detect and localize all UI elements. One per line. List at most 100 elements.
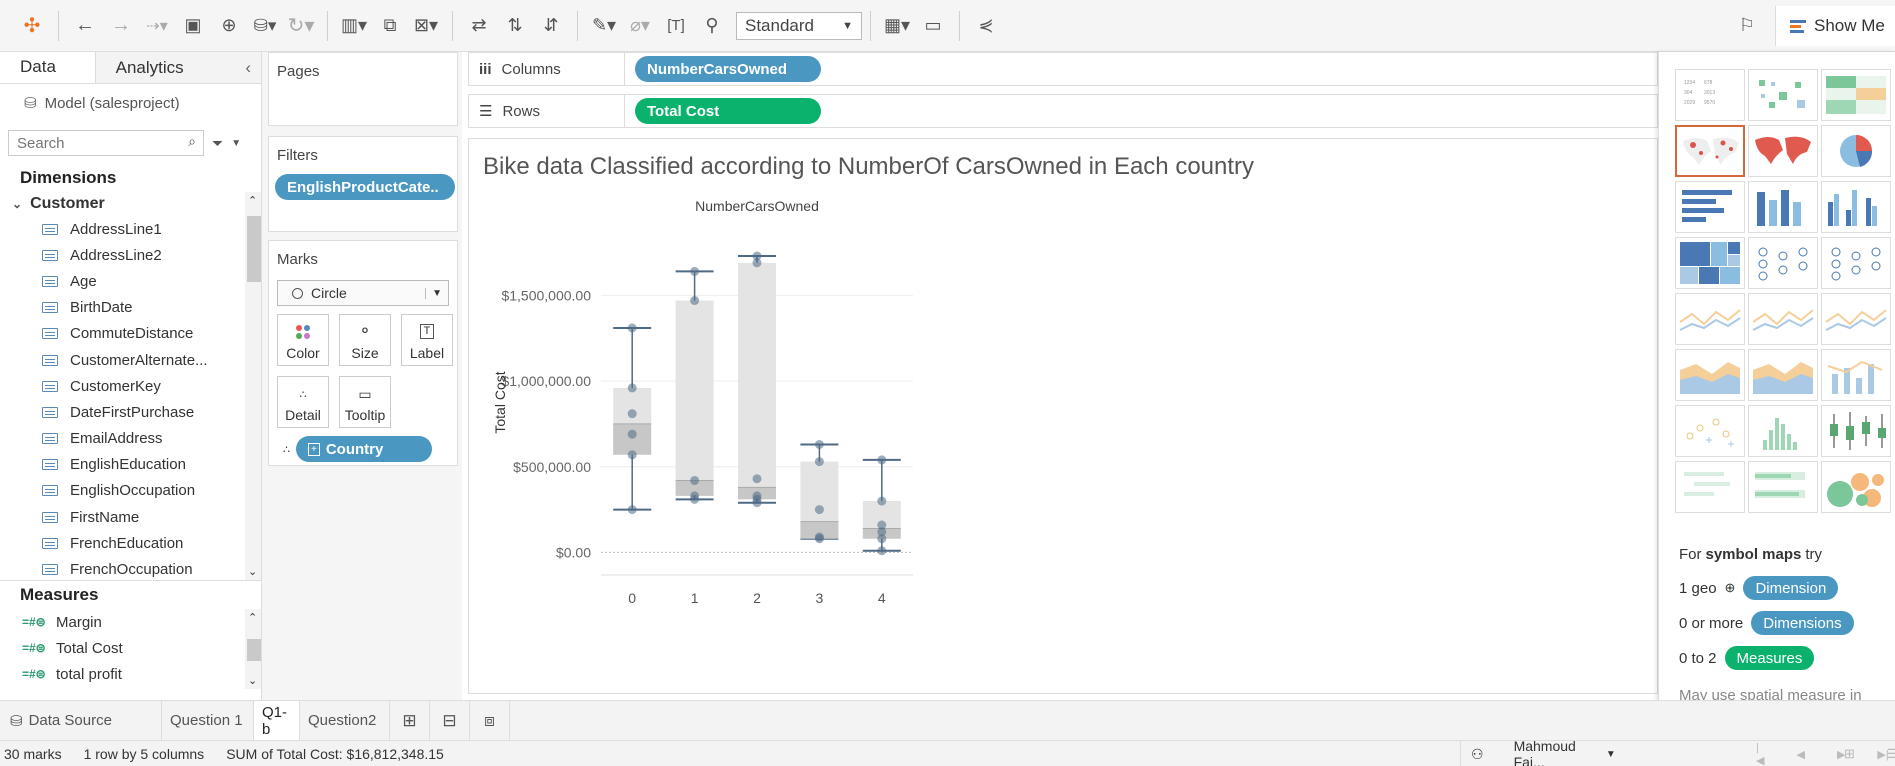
measures-scrollbar[interactable]: ⌃ ⌄ [245, 609, 261, 689]
first-sheet-icon[interactable]: |◀ [1756, 741, 1765, 766]
show-me-button[interactable]: Show Me [1775, 6, 1895, 46]
tooltip-button[interactable]: ▭ Tooltip [339, 376, 391, 428]
menu-chevron-icon[interactable]: ▼ [231, 137, 242, 149]
chart-type-packed-bubbles[interactable] [1821, 461, 1891, 513]
scroll-thumb[interactable] [247, 639, 261, 661]
tab-data[interactable]: Data [0, 52, 95, 83]
rows-pill[interactable]: Total Cost [635, 98, 821, 124]
dimension-field[interactable]: FrenchEducation [0, 530, 261, 556]
chart-type-filled-map[interactable] [1748, 125, 1818, 177]
detail-button[interactable]: ∴ Detail [277, 376, 329, 428]
size-button[interactable]: ⚬ Size [339, 314, 391, 366]
tab-analytics[interactable]: Analytics ‹ [94, 52, 261, 83]
dimensions-scrollbar[interactable]: ⌃ ⌄ [245, 192, 261, 580]
chart-type-stacked-bars[interactable] [1748, 181, 1818, 233]
rows-shelf[interactable]: ☰ Rows Total Cost [468, 94, 1658, 128]
sort-descending-icon[interactable]: ⇵ [543, 15, 559, 35]
next-sheet-icon[interactable]: ▶ [1836, 748, 1846, 761]
scroll-down-icon[interactable]: ⌄ [248, 566, 258, 578]
color-button[interactable]: Color [277, 314, 329, 366]
measure-field[interactable]: =#⊜ Total Cost [0, 635, 261, 661]
chart-type-pie-chart[interactable] [1821, 125, 1891, 177]
dimension-field[interactable]: FirstName [0, 504, 261, 530]
dimension-field[interactable]: EnglishOccupation [0, 478, 261, 504]
group-icon[interactable]: ⌀▾ [630, 15, 650, 35]
save-icon[interactable]: ▣ [184, 15, 202, 35]
dimension-field[interactable]: FrenchOccupation [0, 556, 261, 582]
chart-type-box-whisker[interactable] [1821, 405, 1891, 457]
chart-type-dual-lines[interactable] [1821, 293, 1891, 345]
clear-sheet-icon[interactable]: ⊠▾ [413, 15, 439, 35]
dimension-field[interactable]: DateFirstPurchase [0, 399, 261, 425]
user-menu[interactable]: ⚇ Mahmoud Fai... ▼ [1460, 738, 1616, 766]
sheet-navigation[interactable]: |◀ ◀ ▶ ▶| [1752, 741, 1895, 766]
filters-card[interactable]: Filters EnglishProductCate.. [268, 136, 458, 232]
new-worksheet-icon[interactable]: ⊞ [390, 701, 430, 740]
chart-type-gantt[interactable] [1675, 461, 1745, 513]
new-worksheet-icon[interactable]: ▥▾ [340, 15, 368, 35]
share-icon[interactable]: ⋞ [978, 15, 994, 35]
scroll-up-icon[interactable]: ⌃ [248, 612, 258, 624]
presentation-icon[interactable]: ▭ [924, 15, 942, 35]
measure-field[interactable]: =#⊜ total profit [0, 661, 261, 687]
country-pill[interactable]: + Country [296, 436, 432, 462]
dimension-field[interactable]: Age [0, 268, 261, 294]
tab-question-1[interactable]: Question 1 [162, 701, 254, 740]
dimension-field[interactable]: CustomerAlternate... [0, 347, 261, 373]
columns-pill[interactable]: NumberCarsOwned [635, 56, 821, 82]
sort-ascending-icon[interactable]: ⇅ [507, 15, 523, 35]
chart-type-side-by-side-bars[interactable] [1821, 181, 1891, 233]
fit-select[interactable]: Standard ▼ [736, 11, 862, 40]
tableau-logo-icon[interactable]: ✣ [23, 15, 41, 37]
chart-type-horizontal-bars[interactable] [1675, 181, 1745, 233]
refresh-icon[interactable]: ↻▾ [287, 15, 315, 37]
collapse-icon[interactable]: ‹ [245, 57, 251, 77]
chart-type-dual-combination[interactable] [1821, 349, 1891, 401]
view-toggle[interactable]: ⊞ ☰ [1840, 741, 1895, 766]
new-story-icon[interactable]: ⧈ [470, 701, 510, 740]
dimension-field[interactable]: CustomerKey [0, 373, 261, 399]
dimension-field[interactable]: EnglishEducation [0, 452, 261, 478]
chart-type-highlight-table[interactable] [1821, 69, 1891, 121]
dimension-field[interactable]: AddressLine2 [0, 242, 261, 268]
chart-type-circle-views[interactable] [1748, 237, 1818, 289]
columns-shelf[interactable]: iii Columns NumberCarsOwned [468, 52, 1658, 86]
redo-icon[interactable]: → [111, 14, 131, 36]
show-cards-icon[interactable]: ▦▾ [883, 15, 911, 35]
scroll-down-icon[interactable]: ⌄ [248, 675, 258, 687]
duplicate-icon[interactable]: ⧉ [383, 15, 397, 35]
swap-icon[interactable]: ⇄ [471, 15, 487, 35]
chart-type-histogram[interactable] [1748, 405, 1818, 457]
new-dashboard-icon[interactable]: ⊟ [430, 701, 470, 740]
tab-q1-b[interactable]: Q1-b [254, 701, 300, 740]
chart-type-bullet-graph[interactable] [1748, 461, 1818, 513]
chart-type-scatter-plot[interactable] [1675, 405, 1745, 457]
chart-type-continuous-lines[interactable] [1675, 293, 1745, 345]
chart-type-treemap[interactable] [1675, 237, 1745, 289]
dimension-field[interactable]: BirthDate [0, 295, 261, 321]
datasource-icon[interactable]: ⛁▾ [253, 15, 277, 35]
chart-type-discrete-lines[interactable] [1748, 293, 1818, 345]
tab-question2[interactable]: Question2 [300, 701, 390, 740]
list-icon[interactable]: ☰ [1886, 746, 1895, 761]
chart-type-text-table[interactable]: 1234 678 304 3013 2029 9570 [1675, 69, 1745, 121]
pin-icon[interactable]: ⚲ [705, 15, 719, 35]
measure-field[interactable]: =#⊜ Margin [0, 609, 261, 635]
dimension-field[interactable]: CommuteDistance [0, 321, 261, 347]
search-input[interactable] [8, 130, 204, 156]
undo-icon[interactable]: ← [75, 14, 95, 36]
label-icon[interactable]: [T] [667, 17, 685, 34]
prev-sheet-icon[interactable]: ◀ [1796, 748, 1805, 761]
scroll-up-icon[interactable]: ⌃ [248, 195, 258, 207]
datasource-item[interactable]: ⛁ Model (salesproject) [0, 84, 261, 122]
new-datasource-icon[interactable]: ⊕ [221, 15, 237, 35]
filter-pill[interactable]: EnglishProductCate.. [275, 174, 455, 200]
chart-type-area-discrete[interactable] [1748, 349, 1818, 401]
chart-type-symbol-map[interactable] [1675, 125, 1745, 177]
chart-type-area-continuous[interactable] [1675, 349, 1745, 401]
dimension-field[interactable]: AddressLine1 [0, 216, 261, 242]
replay-icon[interactable]: ⇢▾ [146, 17, 168, 35]
last-sheet-icon[interactable]: ▶| [1877, 748, 1889, 761]
filter-icon[interactable]: ⏷ [212, 134, 224, 151]
chart-type-heat-map[interactable] [1748, 69, 1818, 121]
